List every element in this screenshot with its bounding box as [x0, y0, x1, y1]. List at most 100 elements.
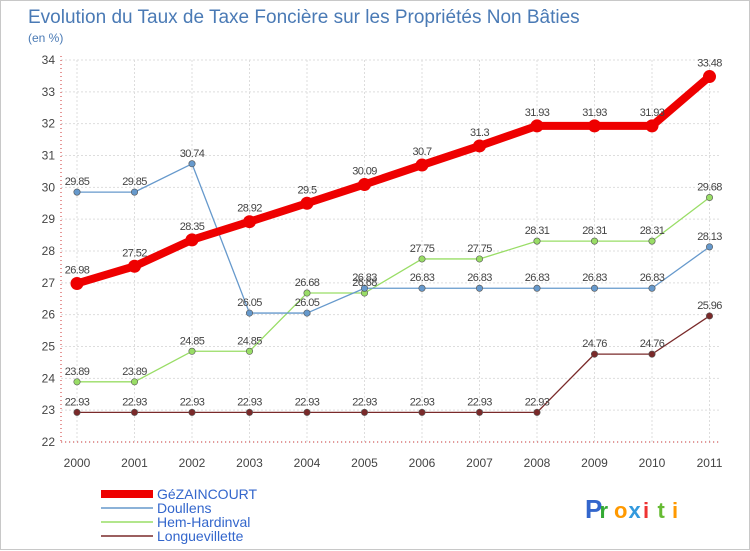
- data-point: [303, 408, 311, 416]
- data-point: [128, 259, 141, 273]
- data-point: [475, 408, 483, 416]
- y-tick-label: 33: [42, 85, 56, 99]
- y-tick-label: 25: [42, 340, 56, 354]
- data-label: 31.93: [640, 107, 665, 119]
- data-label: 26.68: [295, 277, 320, 289]
- data-label: 28.31: [640, 225, 665, 237]
- data-label: 29.5: [297, 184, 316, 196]
- legend-label: Longuevillette: [157, 528, 244, 544]
- data-label: 26.05: [237, 297, 262, 309]
- x-tick-label: 2001: [121, 456, 148, 470]
- data-label: 23.89: [122, 366, 147, 378]
- data-point: [188, 408, 196, 416]
- data-point: [360, 408, 368, 416]
- data-label: 30.7: [412, 146, 431, 158]
- x-tick-label: 2002: [179, 456, 206, 470]
- y-tick-label: 24: [42, 371, 56, 385]
- data-point: [705, 312, 713, 320]
- data-point: [303, 309, 311, 317]
- data-label: 27.52: [122, 247, 147, 259]
- x-tick-label: 2008: [524, 456, 551, 470]
- y-tick-label: 34: [42, 53, 56, 67]
- series-line-doullens: [76, 163, 711, 314]
- data-label: 24.85: [180, 335, 205, 347]
- data-label: 27.75: [467, 243, 492, 255]
- data-point: [475, 255, 483, 263]
- data-point: [590, 350, 598, 358]
- data-label: 26.83: [467, 272, 492, 284]
- data-point: [358, 177, 371, 191]
- axes: 22 23 24 25 26 27 28 29 30 31 32 33 34 2000 2001 2002 20…: [42, 53, 723, 470]
- logo-letter: r: [600, 498, 609, 523]
- data-point: [246, 408, 254, 416]
- logo-letter: P: [585, 494, 602, 524]
- data-point: [188, 347, 196, 355]
- x-tick-label: 2005: [351, 456, 378, 470]
- data-label: 24.76: [582, 338, 607, 350]
- data-label: 27.75: [410, 243, 435, 255]
- data-point: [188, 160, 196, 168]
- logo-letter: o: [614, 498, 627, 523]
- x-tick-label: 2004: [294, 456, 321, 470]
- data-label: 28.92: [237, 203, 262, 215]
- data-label: 29.68: [697, 182, 722, 194]
- data-point: [243, 215, 256, 229]
- proxiti-logo: Pr o x i t i: [585, 494, 678, 524]
- data-label: 31.93: [525, 107, 550, 119]
- data-point: [246, 347, 254, 355]
- data-label: 30.09: [352, 165, 377, 177]
- data-label: 22.93: [295, 396, 320, 408]
- data-point: [530, 119, 544, 133]
- legend-label: Hem-Hardinval: [157, 514, 250, 530]
- data-point: [73, 378, 81, 386]
- series-line-gézaincourt: [73, 72, 714, 288]
- data-point: [418, 284, 426, 292]
- data-label: 22.93: [467, 396, 492, 408]
- data-label: 28.31: [525, 225, 550, 237]
- data-label: 26.05: [295, 297, 320, 309]
- data-point: [131, 408, 139, 416]
- data-point: [73, 188, 81, 196]
- data-point: [590, 237, 598, 245]
- data-point: [648, 284, 656, 292]
- data-point: [533, 408, 541, 416]
- data-point: [648, 237, 656, 245]
- legend-label: Doullens: [157, 500, 211, 516]
- data-point: [418, 408, 426, 416]
- data-label: 28.13: [697, 231, 722, 243]
- data-point: [360, 284, 368, 292]
- data-point: [648, 350, 656, 358]
- data-label: 28.35: [180, 221, 205, 233]
- series-group: [70, 70, 716, 416]
- data-point: [473, 139, 486, 153]
- series-line-hem-hardinval: [76, 196, 711, 383]
- x-tick-label: 2011: [697, 456, 723, 470]
- logo-letter: t: [658, 498, 666, 523]
- data-label: 26.83: [410, 272, 435, 284]
- y-axis-unit-label: (en %): [28, 31, 63, 45]
- data-point: [131, 378, 139, 386]
- data-label: 33.48: [697, 58, 722, 70]
- data-point: [300, 196, 314, 210]
- data-point: [533, 237, 541, 245]
- y-tick-label: 26: [42, 308, 56, 322]
- data-label: 24.76: [640, 338, 665, 350]
- data-point: [475, 284, 483, 292]
- data-label: 22.93: [352, 396, 377, 408]
- logo-letter: i: [672, 498, 678, 523]
- y-tick-label: 23: [42, 403, 56, 417]
- data-label: 22.93: [525, 396, 550, 408]
- data-point: [588, 119, 601, 133]
- data-label: 22.93: [65, 396, 90, 408]
- data-point: [590, 284, 598, 292]
- logo-letter: x: [629, 498, 642, 523]
- x-tick-label: 2003: [236, 456, 263, 470]
- data-point: [73, 408, 81, 416]
- data-labels: 22.93 22.93 22.93 22.93 22.93 22.93 22.93 22.93…: [65, 58, 723, 409]
- y-tick-label: 27: [42, 276, 56, 290]
- data-point: [246, 309, 254, 317]
- data-point: [705, 243, 713, 251]
- logo-letter: i: [643, 498, 649, 523]
- x-tick-label: 2009: [581, 456, 608, 470]
